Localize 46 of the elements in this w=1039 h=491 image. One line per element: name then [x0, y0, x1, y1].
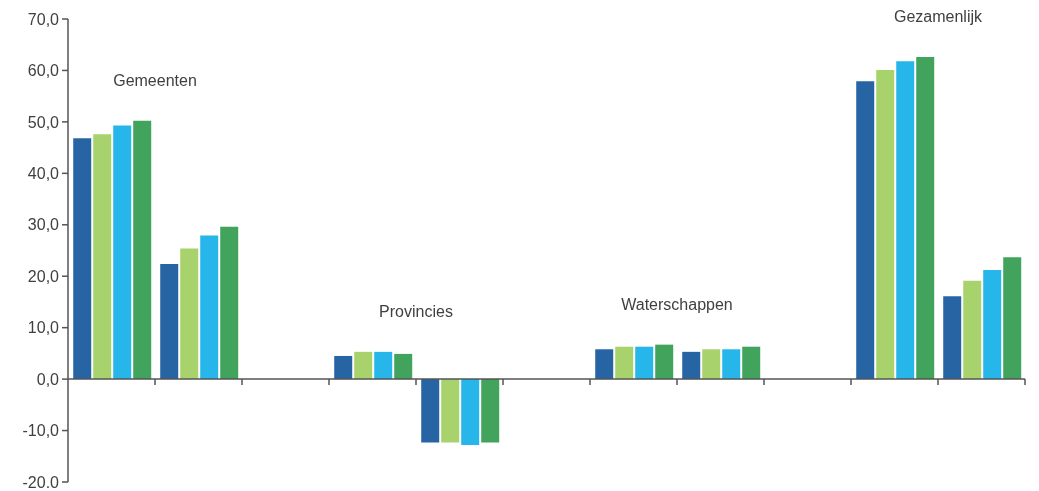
- bar: [421, 379, 440, 443]
- y-tick-label: 30,0: [27, 216, 60, 234]
- bar: [615, 346, 634, 380]
- bar: [334, 355, 353, 380]
- y-tick-label: 60,0: [27, 62, 60, 80]
- y-tick-label: 10,0: [27, 319, 60, 337]
- bar: [943, 296, 962, 380]
- bar: [180, 248, 199, 380]
- y-tick-label: -10,0: [22, 422, 60, 440]
- bar: [354, 351, 373, 380]
- bar: [461, 379, 480, 445]
- y-tick-label: 70,0: [27, 10, 60, 28]
- bar: [113, 125, 132, 380]
- y-tick-label: 0,0: [36, 370, 60, 388]
- y-tick-label: 50,0: [27, 113, 60, 131]
- bar: [682, 351, 701, 380]
- bar: [1003, 257, 1022, 380]
- bar: [856, 81, 875, 380]
- annotation: Gemeenten: [113, 70, 197, 91]
- bar: [160, 263, 179, 380]
- annotation: Waterschappen: [621, 294, 733, 315]
- bar: [742, 346, 761, 380]
- y-tick-label: 20,0: [27, 267, 60, 285]
- bar: [441, 379, 460, 443]
- bar: [896, 61, 915, 380]
- y-tick-label: 40,0: [27, 165, 60, 183]
- bar: [93, 134, 112, 380]
- bar: [220, 226, 239, 380]
- bar: [595, 349, 614, 380]
- bar: [722, 349, 741, 380]
- bar: [374, 351, 393, 380]
- bar: [481, 379, 500, 443]
- bar: [916, 57, 935, 380]
- bar: [200, 235, 219, 380]
- bar: [983, 270, 1002, 380]
- bar: [133, 120, 152, 380]
- bar: [635, 346, 654, 380]
- bar: [394, 353, 413, 380]
- bar: [655, 344, 674, 380]
- bar: [73, 138, 92, 380]
- annotation: Provincies: [379, 301, 453, 322]
- bar: [876, 69, 895, 380]
- bar: [963, 280, 982, 380]
- annotation: Gezamenlijk: [893, 7, 983, 28]
- bar: [702, 349, 721, 380]
- y-tick-label: -20.0: [22, 473, 60, 491]
